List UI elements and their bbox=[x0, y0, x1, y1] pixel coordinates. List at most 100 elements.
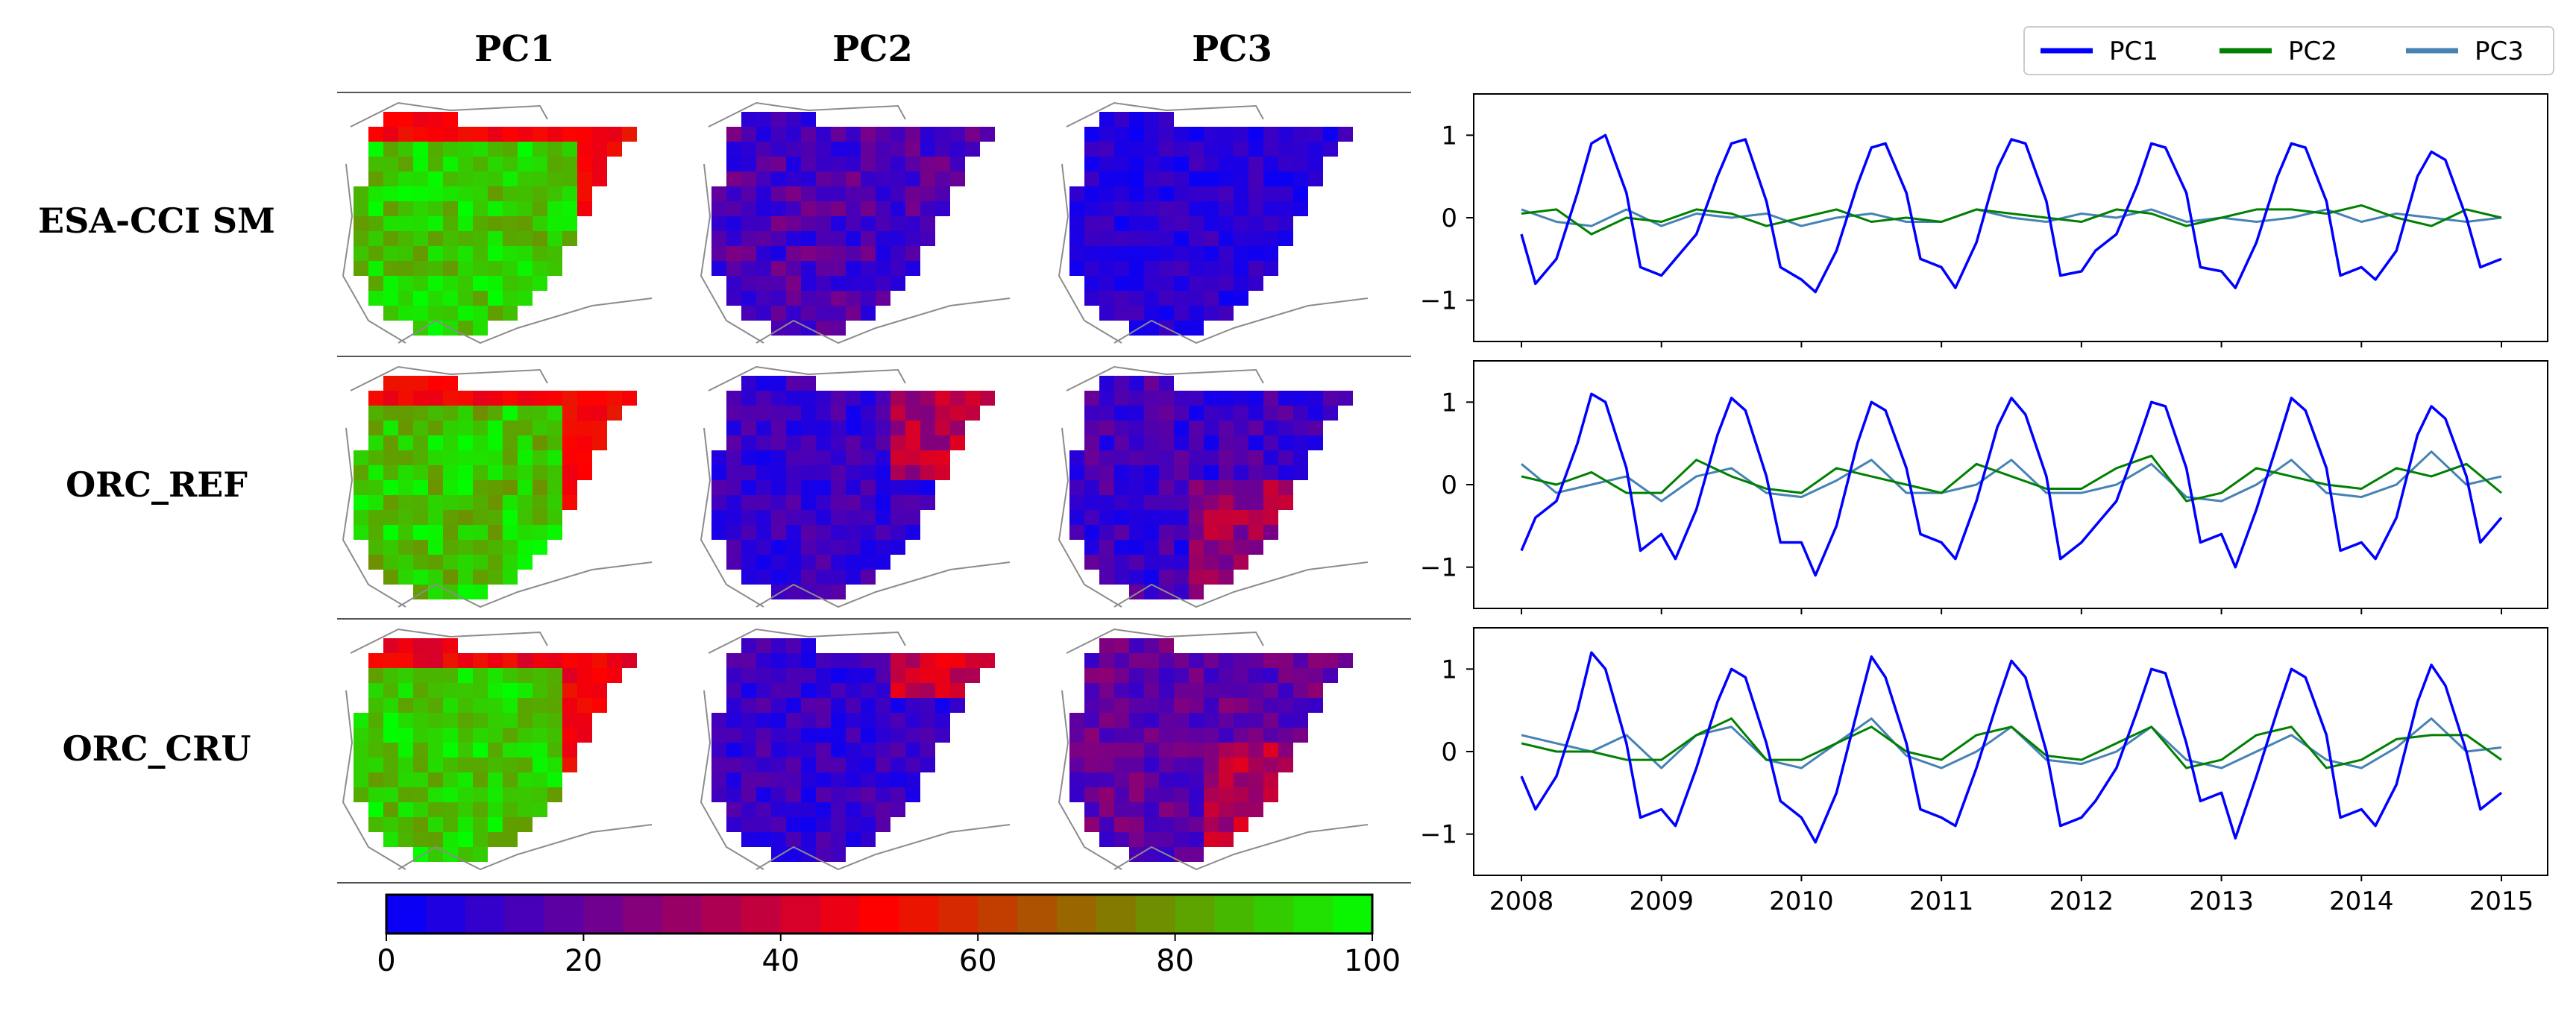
map-cell bbox=[1114, 421, 1129, 435]
map-cell bbox=[458, 391, 473, 406]
map-cell bbox=[1263, 495, 1278, 510]
map-cell bbox=[503, 802, 518, 817]
map-cell bbox=[443, 216, 458, 231]
map-cell bbox=[861, 510, 876, 525]
map-cell bbox=[816, 683, 831, 698]
map-cell bbox=[1144, 186, 1159, 201]
map-cell bbox=[1174, 683, 1189, 698]
map-cell bbox=[1293, 421, 1308, 435]
map-cell bbox=[428, 276, 443, 291]
map-orc-cru-pc3 bbox=[1058, 628, 1369, 871]
map-cell bbox=[1219, 698, 1234, 713]
map-cell bbox=[1204, 817, 1219, 832]
map-cell bbox=[383, 510, 398, 525]
map-cell bbox=[741, 421, 756, 435]
map-cell bbox=[413, 743, 428, 758]
map-cell bbox=[577, 450, 592, 465]
map-cell bbox=[1219, 555, 1234, 570]
legend-label-pc1: PC1 bbox=[2109, 37, 2158, 66]
map-cell bbox=[846, 391, 861, 406]
map-cell bbox=[503, 570, 518, 585]
map-cell bbox=[383, 832, 398, 847]
colorbar-frame bbox=[385, 893, 1374, 935]
map-cell bbox=[1248, 465, 1263, 480]
map-cell bbox=[771, 817, 786, 832]
map-cell bbox=[473, 585, 488, 599]
map-cell bbox=[816, 555, 831, 570]
map-cell bbox=[801, 555, 816, 570]
map-cell bbox=[1219, 201, 1234, 216]
map-cell bbox=[1084, 728, 1099, 743]
map-cell bbox=[1323, 142, 1338, 157]
map-cell bbox=[383, 698, 398, 713]
series-line-pc1 bbox=[1520, 392, 2503, 577]
map-cell bbox=[398, 495, 413, 510]
map-cell bbox=[711, 216, 726, 231]
map-cell bbox=[801, 728, 816, 743]
map-cell bbox=[846, 261, 861, 276]
map-cell bbox=[533, 787, 547, 802]
map-cell bbox=[473, 171, 488, 186]
map-cell bbox=[890, 421, 905, 435]
map-cell bbox=[711, 480, 726, 495]
map-cell bbox=[801, 276, 816, 291]
map-cell bbox=[1234, 713, 1248, 728]
map-cell bbox=[577, 435, 592, 450]
map-cell bbox=[890, 495, 905, 510]
map-cell bbox=[786, 758, 801, 772]
map-cell bbox=[1144, 832, 1159, 847]
map-cell bbox=[905, 142, 920, 157]
map-cell bbox=[846, 450, 861, 465]
map-cell bbox=[1069, 465, 1084, 480]
map-cell bbox=[816, 142, 831, 157]
map-cell bbox=[1084, 465, 1099, 480]
map-cell bbox=[383, 465, 398, 480]
map-cell bbox=[354, 231, 368, 246]
map-cell bbox=[876, 127, 890, 142]
map-cell bbox=[831, 510, 846, 525]
map-cell bbox=[861, 668, 876, 683]
map-cell bbox=[756, 276, 771, 291]
map-cell bbox=[1308, 391, 1323, 406]
map-cell bbox=[861, 201, 876, 216]
map-cell bbox=[920, 171, 935, 186]
map-cell bbox=[383, 450, 398, 465]
map-cell bbox=[488, 728, 503, 743]
map-cell bbox=[1114, 638, 1129, 653]
map-cell bbox=[1129, 698, 1144, 713]
map-cell bbox=[786, 321, 801, 336]
map-cell bbox=[1099, 421, 1114, 435]
map-cell bbox=[1263, 525, 1278, 540]
map-cell bbox=[1174, 306, 1189, 321]
map-cell bbox=[1219, 216, 1234, 231]
map-cell bbox=[503, 653, 518, 668]
map-cell bbox=[861, 683, 876, 698]
map-cell bbox=[473, 231, 488, 246]
map-cell bbox=[786, 570, 801, 585]
map-cell bbox=[1114, 376, 1129, 391]
map-cell bbox=[368, 406, 383, 421]
axes-frame bbox=[1473, 627, 2548, 876]
map-cell bbox=[846, 465, 861, 480]
map-cell bbox=[920, 201, 935, 216]
map-cell bbox=[1248, 450, 1263, 465]
map-cell bbox=[816, 847, 831, 862]
map-cell bbox=[1263, 758, 1278, 772]
map-cell bbox=[458, 525, 473, 540]
map-cell bbox=[741, 555, 756, 570]
map-cell bbox=[1159, 306, 1174, 321]
map-cell bbox=[890, 142, 905, 157]
x-tick-label: 2011 bbox=[1909, 887, 1974, 916]
map-cell bbox=[726, 127, 741, 142]
map-cell bbox=[1129, 291, 1144, 306]
x-tick-label: 2009 bbox=[1629, 887, 1694, 916]
map-cell bbox=[861, 728, 876, 743]
map-cell bbox=[741, 653, 756, 668]
map-cell bbox=[726, 495, 741, 510]
map-cell bbox=[533, 186, 547, 201]
map-cell bbox=[1144, 585, 1159, 599]
map-cell bbox=[1248, 216, 1263, 231]
map-cell bbox=[1174, 525, 1189, 540]
map-cell bbox=[1084, 787, 1099, 802]
map-cell bbox=[1069, 246, 1084, 261]
